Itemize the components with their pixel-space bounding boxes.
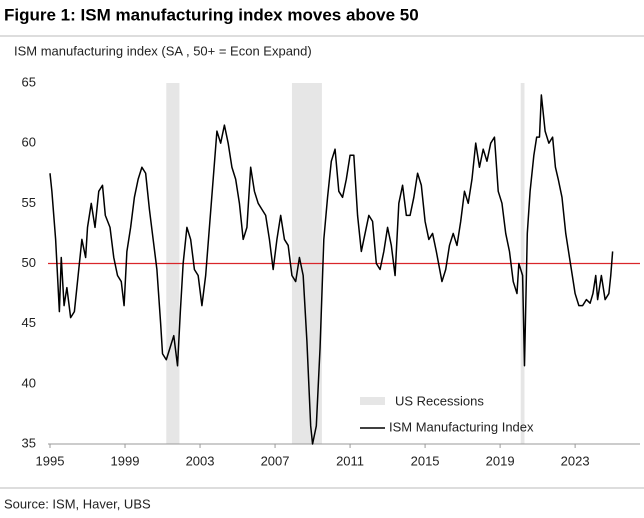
chart-subtitle: ISM manufacturing index (SA , 50+ = Econ… — [14, 43, 312, 58]
series-line — [49, 94, 614, 445]
x-tick-label: 2003 — [186, 453, 215, 468]
y-tick-label: 65 — [22, 74, 36, 89]
source: Source: ISM, Haver, UBS — [4, 496, 151, 511]
y-tick-label: 55 — [22, 195, 36, 210]
y-tick-label: 45 — [22, 315, 36, 330]
y-tick-label: 40 — [22, 375, 36, 390]
x-tick-label: 2011 — [336, 453, 364, 468]
x-tick-label: 2007 — [261, 453, 290, 468]
chart-title: Figure 1: ISM manufacturing index moves … — [4, 5, 419, 24]
x-tick-label: 2023 — [561, 453, 590, 468]
x-tick-label: 1999 — [111, 453, 140, 468]
legend-swatch — [360, 397, 385, 405]
x-tick-label: 1995 — [36, 453, 65, 468]
legend-label: ISM Manufacturing Index — [389, 419, 534, 434]
y-tick-label: 50 — [22, 255, 36, 270]
x-tick-label: 2019 — [486, 453, 515, 468]
y-tick-label: 60 — [22, 135, 36, 150]
x-tick-label: 2015 — [411, 453, 440, 468]
y-tick-label: 35 — [22, 435, 36, 450]
legend-label: US Recessions — [395, 393, 484, 408]
